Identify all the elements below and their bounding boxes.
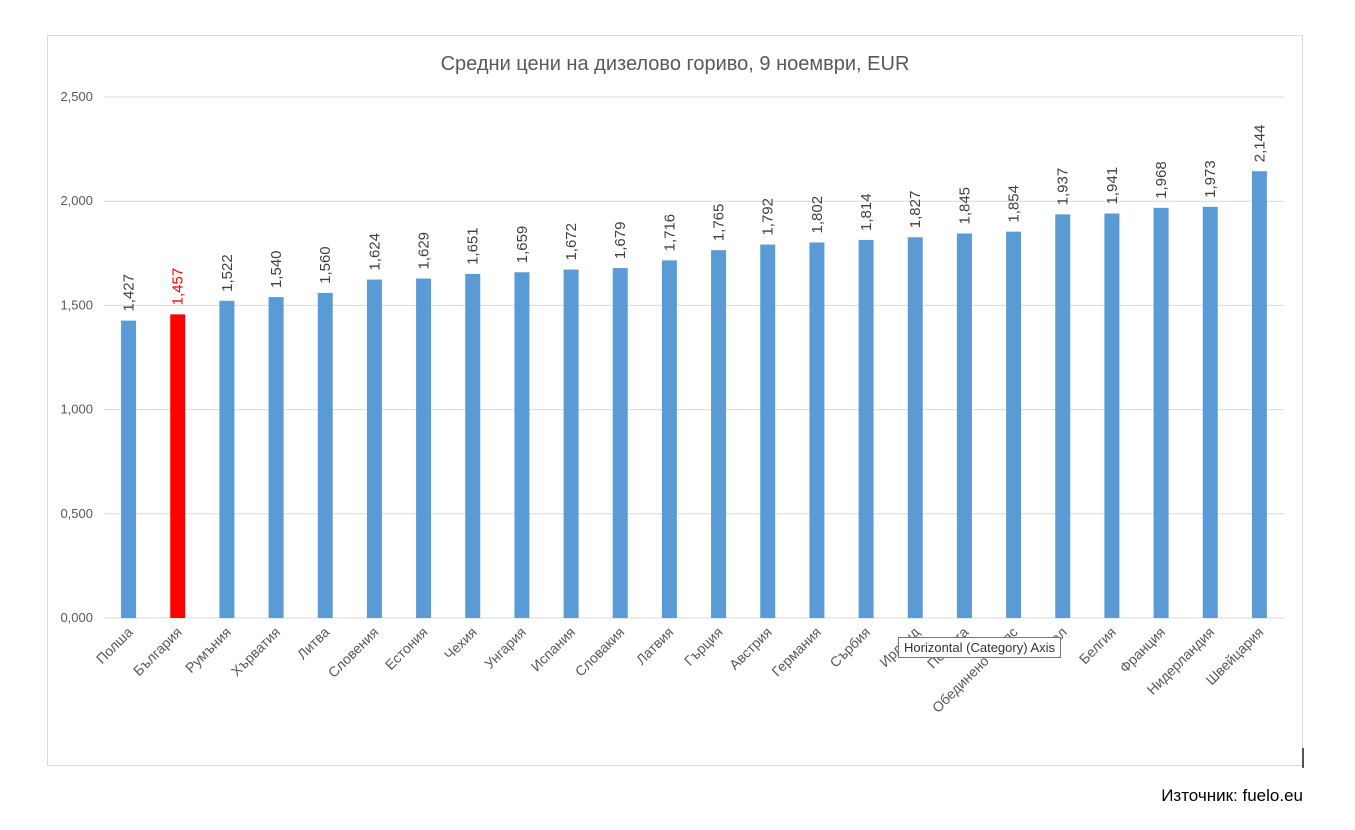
data-labels: 1,427 1,457 1,522 1,540 1,560 1,624 1,629 1,651… (121, 125, 1269, 312)
x-tick-label-2: Румъния (182, 624, 234, 676)
bar-3 (268, 297, 284, 618)
x-tick-label-0: Полша (93, 624, 136, 667)
x-tick-label-14: Германия (768, 624, 824, 680)
y-tick-label: 1,500 (60, 297, 93, 312)
bar-21 (1153, 207, 1169, 618)
data-label-13: 1,792 (760, 198, 777, 236)
x-tick-label-9: Испания (528, 624, 579, 675)
data-label-18: 1,854 (1006, 185, 1023, 223)
bar-17 (956, 233, 972, 618)
bar-19 (1055, 214, 1071, 618)
y-tick-label: 0,500 (60, 506, 93, 521)
bar-12 (711, 250, 727, 618)
data-label-11: 1,716 (661, 214, 678, 252)
bar-1 (170, 314, 186, 618)
bar-9 (563, 269, 579, 618)
x-tick-label-21: Франция (1116, 624, 1168, 676)
bar-4 (317, 292, 333, 618)
bar-10 (612, 268, 628, 618)
data-label-9: 1,672 (563, 223, 580, 261)
x-tick-label-4: Литва (294, 624, 333, 663)
x-tick-label-8: Унгария (481, 624, 529, 672)
bar-7 (465, 273, 481, 618)
x-tick-label-6: Естония (382, 624, 431, 673)
chart-resize-handle[interactable] (1302, 748, 1304, 768)
data-label-5: 1,624 (366, 233, 383, 271)
bar-13 (760, 244, 776, 619)
bar-14 (809, 242, 825, 618)
y-tick-label: 2,000 (60, 193, 93, 208)
data-label-7: 1,651 (465, 227, 482, 265)
data-label-0: 1,427 (121, 274, 138, 312)
bar-6 (416, 278, 432, 618)
y-axis-ticks: 0,000 0,500 1,000 1,500 2,000 2,500 (60, 89, 93, 625)
bar-16 (907, 237, 923, 618)
x-tick-label-15: Сърбия (826, 624, 873, 671)
bar-11 (661, 260, 677, 618)
chart-title: Средни цени на дизелово гориво, 9 ноемвр… (441, 53, 910, 75)
y-tick-label: 0,000 (60, 610, 93, 625)
source-note: Източник: fuelo.eu (1161, 786, 1303, 805)
data-label-14: 1,802 (809, 196, 826, 234)
x-tick-label-11: Латвия (633, 624, 677, 668)
x-tick-label-13: Австрия (726, 624, 775, 673)
data-label-6: 1,629 (416, 232, 433, 270)
bar-8 (514, 272, 530, 618)
data-label-23: 2,144 (1251, 125, 1268, 163)
data-label-17: 1,845 (956, 187, 973, 225)
x-tick-label-12: Гърция (681, 624, 726, 669)
data-label-12: 1,765 (711, 204, 728, 242)
data-label-22: 1,973 (1202, 160, 1219, 198)
data-label-21: 1,968 (1153, 161, 1170, 199)
data-label-1: 1,457 (170, 268, 187, 306)
data-label-16: 1,827 (907, 191, 924, 229)
x-tick-label-7: Чехия (441, 624, 480, 663)
bar-15 (858, 239, 874, 618)
y-tick-label: 2,500 (60, 89, 93, 104)
bar-20 (1104, 213, 1120, 618)
data-label-8: 1,659 (514, 226, 531, 264)
data-label-15: 1,814 (858, 193, 875, 231)
data-label-10: 1,679 (612, 222, 629, 260)
data-label-20: 1,941 (1104, 167, 1121, 205)
bar-0 (121, 320, 137, 618)
x-tick-label-5: Словения (325, 624, 382, 681)
data-label-3: 1,540 (268, 251, 285, 289)
gridlines (104, 96, 1284, 619)
axis-tooltip: Horizontal (Category) Axis (898, 637, 1061, 658)
x-tick-label-20: Белгия (1076, 624, 1119, 667)
y-tick-label: 1,000 (60, 402, 93, 417)
x-tick-label-3: Хърватия (228, 624, 283, 679)
bar-5 (366, 279, 382, 618)
bar-2 (219, 300, 235, 618)
data-label-2: 1,522 (219, 254, 236, 292)
bar-23 (1251, 171, 1267, 618)
x-tick-label-1: България (130, 624, 185, 679)
bars (121, 171, 1267, 619)
bar-18 (1006, 231, 1022, 618)
data-label-19: 1,937 (1055, 168, 1072, 206)
bar-22 (1202, 206, 1218, 619)
data-label-4: 1,560 (317, 246, 334, 284)
x-tick-label-10: Словакия (572, 624, 628, 680)
